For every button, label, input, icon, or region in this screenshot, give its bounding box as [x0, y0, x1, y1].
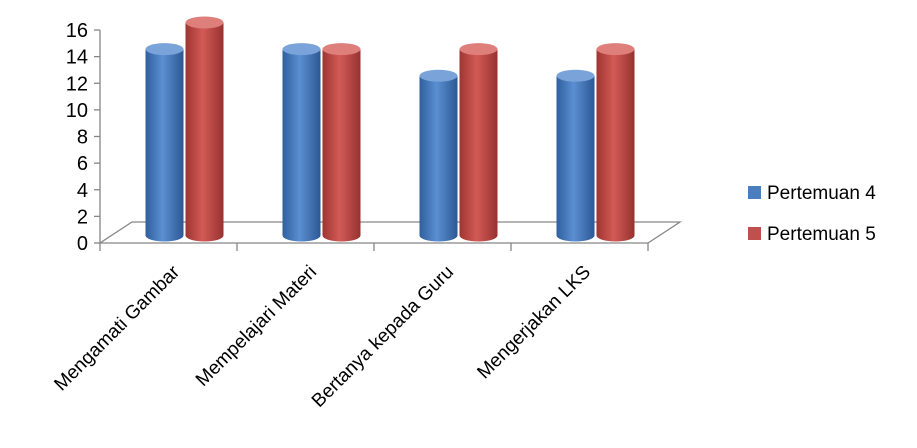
legend-item-1: Pertemuan 4: [748, 183, 876, 204]
legend-label: Pertemuan 4: [767, 183, 876, 204]
legend-swatch: [748, 186, 761, 199]
chart-floor: [97, 221, 683, 244]
y-tick-label: 8: [77, 127, 88, 149]
bar-pertemuan-5-2: [322, 43, 361, 242]
y-tick-label: 0: [77, 233, 88, 255]
bar-pertemuan-4-2: [282, 43, 321, 242]
y-tick-label: 2: [77, 206, 88, 228]
bar-pertemuan-5-4: [596, 43, 635, 242]
legend: Pertemuan 4 Pertemuan 5: [748, 183, 876, 245]
y-tick-label: 4: [77, 180, 88, 202]
y-tick-label: 12: [66, 73, 88, 95]
x-category-label: Bertanya kepada Guru: [308, 262, 458, 412]
y-tick-label: 14: [66, 47, 88, 69]
x-category-label: Mengerjakan LKS: [473, 262, 595, 384]
bar-pertemuan-4-1: [145, 43, 184, 242]
bar-pertemuan-5-1: [185, 16, 224, 242]
y-tick-label: 10: [66, 100, 88, 122]
bars: [145, 16, 635, 242]
y-tick-label: 16: [66, 20, 88, 42]
bar-pertemuan-5-3: [459, 43, 498, 242]
axes: [94, 29, 683, 251]
legend-swatch: [748, 227, 761, 240]
bar-pertemuan-4-4: [556, 69, 595, 242]
legend-label: Pertemuan 5: [767, 224, 876, 245]
y-tick-label: 6: [77, 153, 88, 175]
x-category-label: Mempelajari Materi: [192, 262, 321, 391]
legend-item-2: Pertemuan 5: [748, 224, 876, 245]
bar-pertemuan-4-3: [419, 69, 458, 242]
x-category-label: Mengamati Gambar: [50, 261, 184, 395]
